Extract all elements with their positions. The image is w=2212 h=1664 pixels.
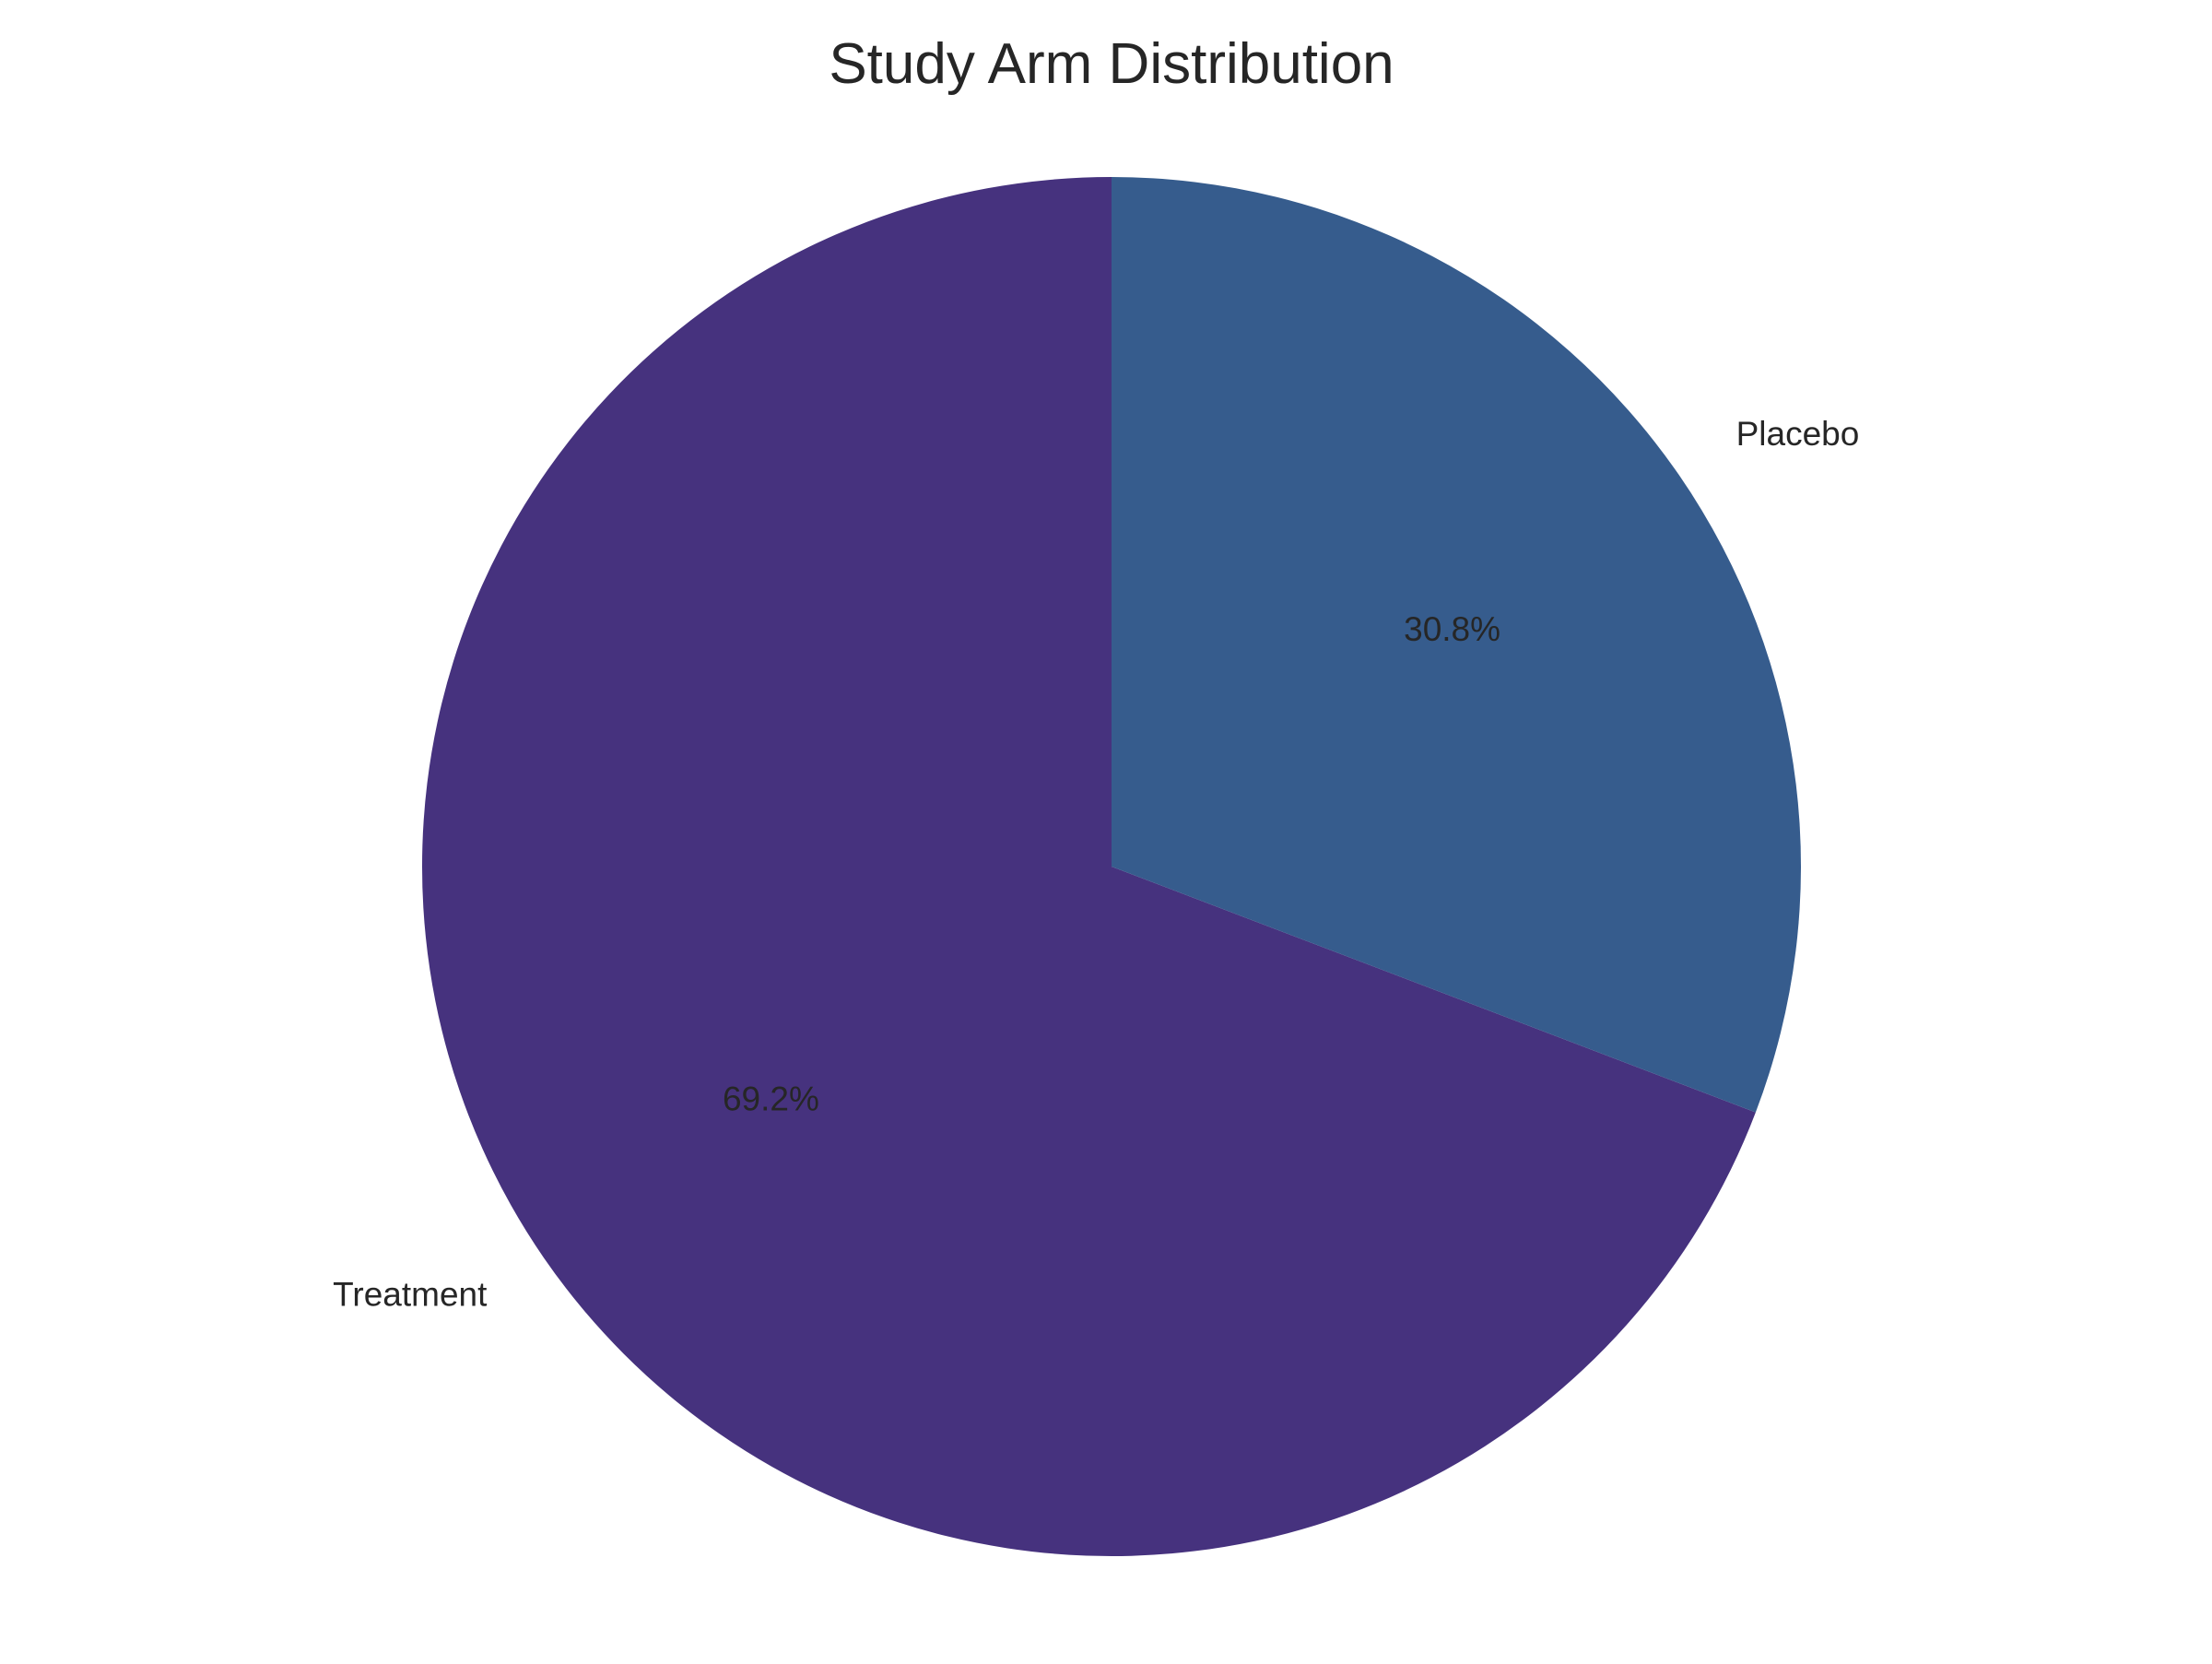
pie-slices [422, 177, 1801, 1556]
slice-label-placebo: Placebo [1736, 415, 1860, 453]
chart-title: Study Arm Distribution [829, 32, 1394, 96]
pie-slice-treatment [422, 177, 1756, 1556]
pie-slice-placebo [1112, 177, 1801, 1113]
percent-label-placebo: 30.8% [1404, 610, 1500, 648]
percent-label-treatment: 69.2% [723, 1080, 819, 1117]
pie-labels: Treatment 69.2% Placebo 30.8% [333, 415, 1859, 1313]
slice-label-treatment: Treatment [333, 1276, 488, 1314]
